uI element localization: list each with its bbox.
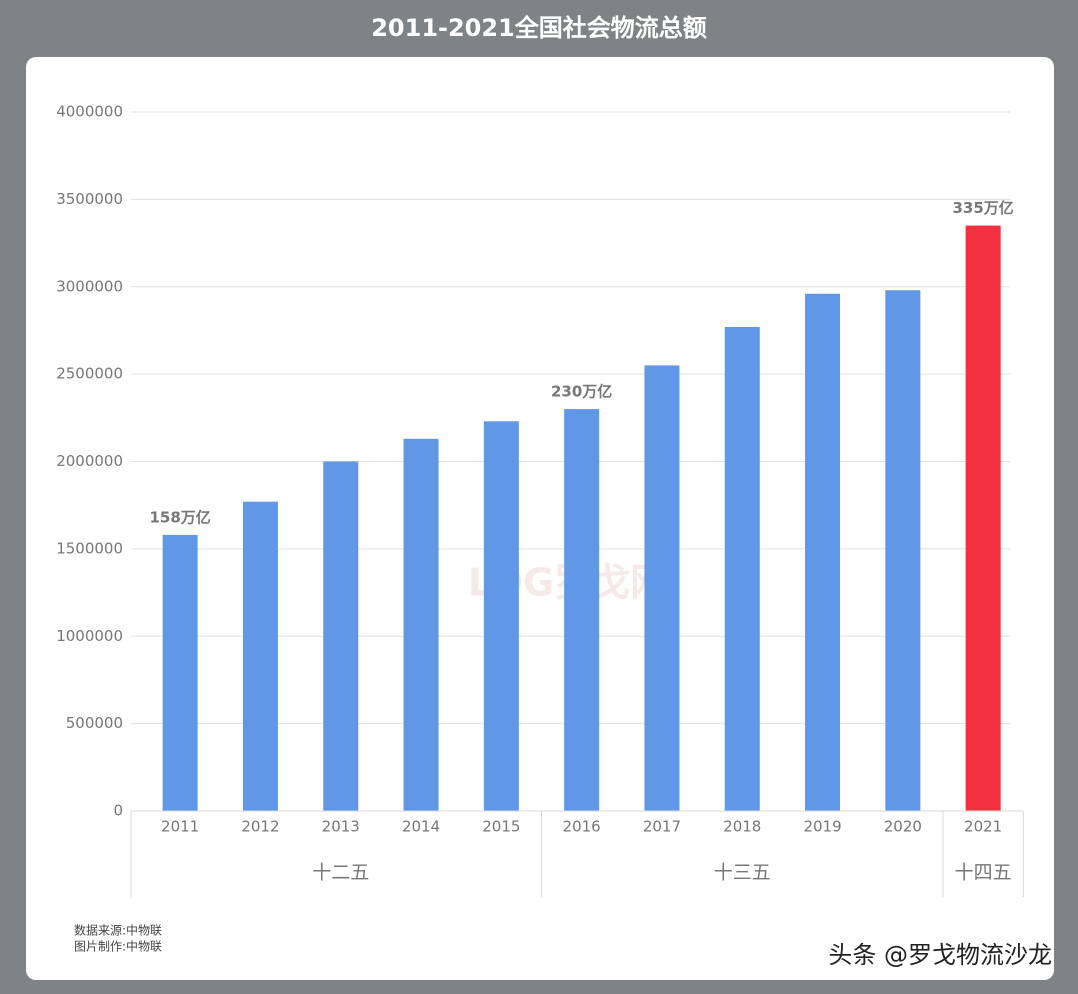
bar bbox=[805, 293, 841, 811]
x-tick-label: 2019 bbox=[803, 818, 841, 836]
y-tick-label: 4000000 bbox=[56, 103, 123, 121]
x-tick-label: 2016 bbox=[563, 818, 601, 836]
x-tick-label: 2012 bbox=[241, 818, 279, 836]
bar bbox=[885, 290, 921, 811]
data-label: 230万亿 bbox=[551, 383, 612, 401]
y-tick-label: 500000 bbox=[66, 714, 123, 732]
x-tick-label: 2020 bbox=[884, 818, 922, 836]
x-tick-label: 2011 bbox=[161, 818, 199, 836]
y-tick-label: 0 bbox=[113, 802, 123, 820]
bar bbox=[162, 534, 198, 811]
group-label: 十三五 bbox=[714, 862, 771, 884]
y-tick-label: 2500000 bbox=[56, 365, 123, 383]
bar bbox=[403, 438, 439, 811]
card bbox=[26, 57, 1054, 980]
y-tick-label: 1000000 bbox=[56, 627, 123, 645]
bar bbox=[564, 409, 600, 811]
bar bbox=[965, 225, 1001, 811]
y-tick-label: 1500000 bbox=[56, 539, 123, 557]
group-label: 十四五 bbox=[955, 862, 1012, 884]
x-tick-label: 2018 bbox=[723, 818, 761, 836]
data-label: 158万亿 bbox=[149, 508, 210, 526]
credit: 头条 @罗戈物流沙龙 bbox=[828, 941, 1052, 969]
y-tick-label: 2000000 bbox=[56, 452, 123, 470]
bar bbox=[323, 461, 359, 811]
x-tick-label: 2017 bbox=[643, 818, 681, 836]
bar bbox=[483, 421, 519, 811]
data-label: 335万亿 bbox=[952, 199, 1013, 217]
y-tick-label: 3000000 bbox=[56, 277, 123, 295]
x-tick-label: 2021 bbox=[964, 818, 1002, 836]
bar bbox=[644, 365, 680, 811]
made-note: 图片制作:中物联 bbox=[74, 939, 162, 954]
y-tick-label: 3500000 bbox=[56, 190, 123, 208]
x-tick-label: 2015 bbox=[482, 818, 520, 836]
bar bbox=[724, 326, 760, 811]
group-label: 十二五 bbox=[312, 862, 369, 884]
x-tick-label: 2013 bbox=[322, 818, 360, 836]
x-tick-label: 2014 bbox=[402, 818, 440, 836]
source-note: 数据来源:中物联 bbox=[74, 923, 162, 938]
bar bbox=[242, 501, 278, 811]
chart-title: 2011-2021全国社会物流总额 bbox=[371, 14, 707, 42]
